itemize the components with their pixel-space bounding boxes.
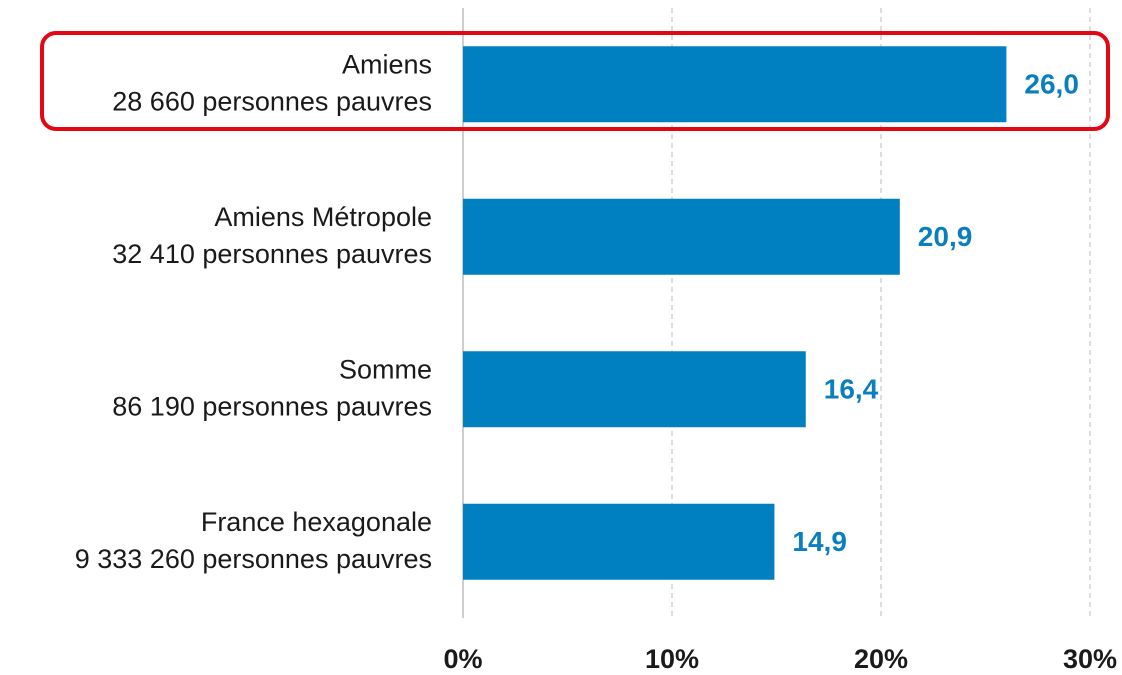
category-label: 86 190 personnes pauvres [112, 391, 432, 421]
category-label: Amiens [342, 49, 432, 79]
category-label: 9 333 260 personnes pauvres [75, 544, 432, 574]
category-label: Amiens Métropole [214, 202, 432, 232]
bar [463, 198, 900, 275]
bar [463, 46, 1007, 123]
highlight-box [40, 31, 1110, 131]
bar [463, 351, 806, 428]
value-label: 20,9 [918, 221, 973, 252]
value-label: 26,0 [1024, 69, 1079, 100]
category-label: 28 660 personnes pauvres [112, 86, 432, 116]
x-tick-label: 10% [645, 644, 699, 674]
value-label: 16,4 [824, 374, 879, 405]
x-tick-label: 30% [1063, 644, 1117, 674]
category-label: France hexagonale [201, 507, 432, 537]
bar [463, 503, 775, 580]
category-label: 32 410 personnes pauvres [112, 239, 432, 269]
category-label: Somme [339, 354, 432, 384]
x-tick-label: 0% [443, 644, 482, 674]
value-label: 14,9 [792, 526, 847, 557]
x-tick-label: 20% [854, 644, 908, 674]
